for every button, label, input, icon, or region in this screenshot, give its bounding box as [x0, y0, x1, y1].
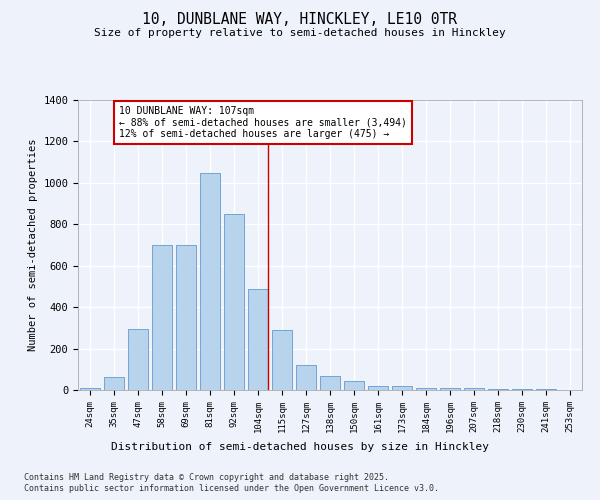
Bar [176, 245, 196, 390]
Bar [344, 380, 364, 390]
Text: Contains public sector information licensed under the Open Government Licence v3: Contains public sector information licen… [24, 484, 439, 493]
Bar [368, 386, 388, 390]
Text: Distribution of semi-detached houses by size in Hinckley: Distribution of semi-detached houses by … [111, 442, 489, 452]
Bar [200, 172, 220, 390]
Bar [80, 388, 100, 390]
Bar [464, 388, 484, 390]
Text: Contains HM Land Registry data © Crown copyright and database right 2025.: Contains HM Land Registry data © Crown c… [24, 472, 389, 482]
Y-axis label: Number of semi-detached properties: Number of semi-detached properties [28, 138, 38, 352]
Text: 10 DUNBLANE WAY: 107sqm
← 88% of semi-detached houses are smaller (3,494)
12% of: 10 DUNBLANE WAY: 107sqm ← 88% of semi-de… [119, 106, 407, 140]
Bar [248, 288, 268, 390]
Bar [272, 330, 292, 390]
Bar [152, 245, 172, 390]
Bar [440, 388, 460, 390]
Bar [128, 329, 148, 390]
Bar [104, 376, 124, 390]
Text: Size of property relative to semi-detached houses in Hinckley: Size of property relative to semi-detach… [94, 28, 506, 38]
Bar [224, 214, 244, 390]
Bar [392, 386, 412, 390]
Bar [488, 389, 508, 390]
Bar [320, 376, 340, 390]
Bar [296, 365, 316, 390]
Bar [416, 388, 436, 390]
Text: 10, DUNBLANE WAY, HINCKLEY, LE10 0TR: 10, DUNBLANE WAY, HINCKLEY, LE10 0TR [143, 12, 458, 28]
Bar [512, 389, 532, 390]
